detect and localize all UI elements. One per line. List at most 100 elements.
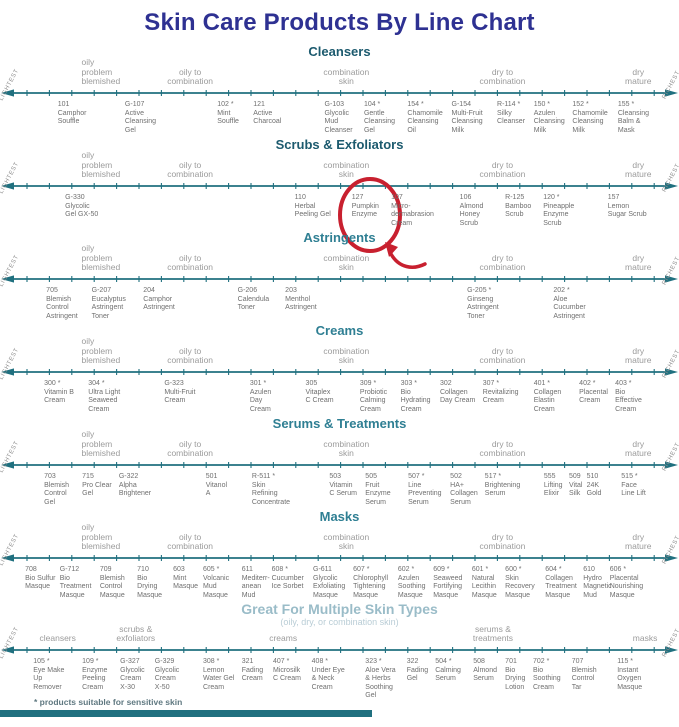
product-g-205: G-205 * Ginseng Astringent Toner xyxy=(467,287,499,321)
category-label-creams: creams xyxy=(269,633,298,644)
product-203: 203 Menthol Astringent xyxy=(285,287,317,313)
product-code: 150 * xyxy=(533,101,551,108)
section-serums-treatments: Serums & Treatments oily problem blemishe… xyxy=(0,416,679,509)
category-label-oily: oily problem blemished xyxy=(81,522,121,552)
product-307: 307 * Revitalizing Cream xyxy=(483,380,519,406)
products-row: 300 * Vitamin B Cream 304 * Ultra Light Sea… xyxy=(0,377,679,416)
product-code: 703 xyxy=(44,473,56,480)
product-code: 101 xyxy=(57,101,70,108)
product-602: 602 * Azulen Soothing Masque xyxy=(398,566,426,600)
product-603: 603 Mint Masque xyxy=(173,566,198,592)
product-name: 24K Gold xyxy=(586,481,602,498)
product-code: 515 * xyxy=(621,473,638,480)
section-masks: Masks oily problem blemished oily to combi… xyxy=(0,509,679,602)
product-109: 109 * Enzyme Peeling Cream xyxy=(82,658,107,692)
category-label-oily-to: oily to combination xyxy=(167,531,214,552)
product-name: Fading Gel xyxy=(406,666,429,683)
product-name: Skin Recovery Masque xyxy=(505,574,535,599)
product-509: 509 Vital Silk xyxy=(569,473,583,499)
category-label-dry-to: dry to combination xyxy=(479,66,526,87)
axis-arrow-line xyxy=(1,461,678,469)
product-407: 407 * Microsilk C Cream xyxy=(273,658,301,684)
skin-type-categories: cleansers scrubs & exfoliators creams serum… xyxy=(0,623,679,645)
product-code: 611 xyxy=(241,566,253,573)
product-715: 715 Pro Clear Gel xyxy=(82,473,112,499)
product-code: 127 xyxy=(351,194,364,201)
skin-type-categories: oily problem blemished oily to combinatio… xyxy=(0,243,679,274)
product-name: Blemish Control Tar xyxy=(571,666,597,691)
product-name: Lifting Elixir xyxy=(543,481,563,498)
product-g-322: G-322 Alpha Brightener xyxy=(119,473,151,499)
highlight-circle xyxy=(337,177,402,253)
product-600: 600 * Skin Recovery Masque xyxy=(505,566,535,600)
product-name: Bio Treatment Masque xyxy=(59,574,92,599)
section-title: Cleansers xyxy=(308,44,371,59)
product-name: Micro- dermabrasion Cream xyxy=(391,202,434,227)
product-503: 503 Vitamin C Serum xyxy=(329,473,357,499)
section-title: Masks xyxy=(319,509,360,524)
category-label-masks: masks xyxy=(632,633,658,644)
product-code: 505 xyxy=(365,473,377,480)
product-121: 121 Active Charcoal xyxy=(253,101,281,127)
product-name: Active Charcoal xyxy=(253,109,282,126)
product-code: 604 * xyxy=(545,566,562,573)
product-code: 403 * xyxy=(615,380,632,387)
product-code: G-329 xyxy=(154,658,175,665)
product-code: 308 * xyxy=(203,658,220,665)
product-606: 606 * Placental Nourishing Masque xyxy=(610,566,643,600)
product-401: 401 * Collagen Elastin Cream xyxy=(534,380,562,414)
skin-type-categories: oily problem blemished oily to combinatio… xyxy=(0,150,679,181)
section-title: Scrubs & Exfoliators xyxy=(275,137,404,152)
product-code: 121 xyxy=(253,101,265,108)
product-name: Mint Masque xyxy=(173,574,199,591)
product-610: 610 Hydro Magnetic Mud xyxy=(583,566,611,600)
axis-line xyxy=(0,181,679,191)
product-g-154: G-154 Multi-Fruit Cleansing Milk xyxy=(452,101,483,135)
product-name: Microsilk C Cream xyxy=(272,666,301,683)
product-code: R-125 xyxy=(505,194,525,201)
product-g-103: G-103 Glycolic Mud Cleanser xyxy=(325,101,353,135)
product-code: 401 * xyxy=(533,380,551,387)
product-name: Pro Clear Gel xyxy=(82,481,112,498)
product-323: 323 * Aloe Vera & Herbs Soothing Gel xyxy=(365,658,395,701)
axis-line xyxy=(0,645,679,655)
highlight-arrow xyxy=(384,242,427,269)
skin-type-categories: oily problem blemished oily to combinatio… xyxy=(0,57,679,88)
product-name: Vital Silk xyxy=(569,481,583,498)
product-708: 708 Bio Sulfur Masque xyxy=(25,566,55,592)
product-510: 510 24K Gold xyxy=(587,473,602,499)
products-row: 705 Blemish Control Astringent G-207 Eucaly… xyxy=(0,284,679,323)
product-name: Aloe Cucumber Astringent xyxy=(553,295,586,320)
axis-line xyxy=(0,88,679,98)
product-code: G-322 xyxy=(118,473,139,480)
skin-type-categories: oily problem blemished oily to combinatio… xyxy=(0,429,679,460)
product-517: 517 * Brightening Serum xyxy=(485,473,520,499)
skin-type-categories: oily problem blemished oily to combinatio… xyxy=(0,522,679,553)
product-code: 609 * xyxy=(433,566,450,573)
section-scrubs-exfoliators: Scrubs & Exfoliators oily problem blemish… xyxy=(0,137,679,269)
product-150: 150 * Azulen Cleansing Milk xyxy=(534,101,565,135)
bottom-bar xyxy=(0,710,372,717)
axis-arrow-line xyxy=(1,89,678,97)
product-name: Under Eye & Neck Cream xyxy=(311,666,345,691)
product-115: 115 * Instant Oxygen Masque xyxy=(617,658,642,692)
product-code: G-611 xyxy=(313,566,332,573)
product-name: Bio Drying Masque xyxy=(137,574,163,599)
product-name: Gentle Cleansing Gel xyxy=(363,109,396,134)
product-code: G-323 xyxy=(164,380,184,387)
product-515: 515 * Face Line Lift xyxy=(621,473,646,499)
product-code: 705 xyxy=(46,287,58,294)
product-301: 301 * Azulen Day Cream xyxy=(250,380,271,414)
product-name: Multi-Fruit Cleansing Milk xyxy=(451,109,483,134)
category-label-serums: serums & treatments xyxy=(472,623,514,644)
category-label-dry-to: dry to combination xyxy=(479,531,526,552)
product-name: Enzyme Peeling Cream xyxy=(82,666,108,691)
product-name: Natural Lecithin Masque xyxy=(471,574,497,599)
product-code: 610 xyxy=(583,566,595,573)
product-601: 601 * Natural Lecithin Masque xyxy=(472,566,497,600)
category-label-oily-to: oily to combination xyxy=(167,438,214,459)
product-name: Mediterr- anean Mud xyxy=(241,574,270,599)
product-127: 127 Pumpkin Enzyme xyxy=(337,177,427,269)
product-code: 152 * xyxy=(572,101,589,108)
product-303: 303 * Bio Hydrating Cream xyxy=(401,380,431,414)
